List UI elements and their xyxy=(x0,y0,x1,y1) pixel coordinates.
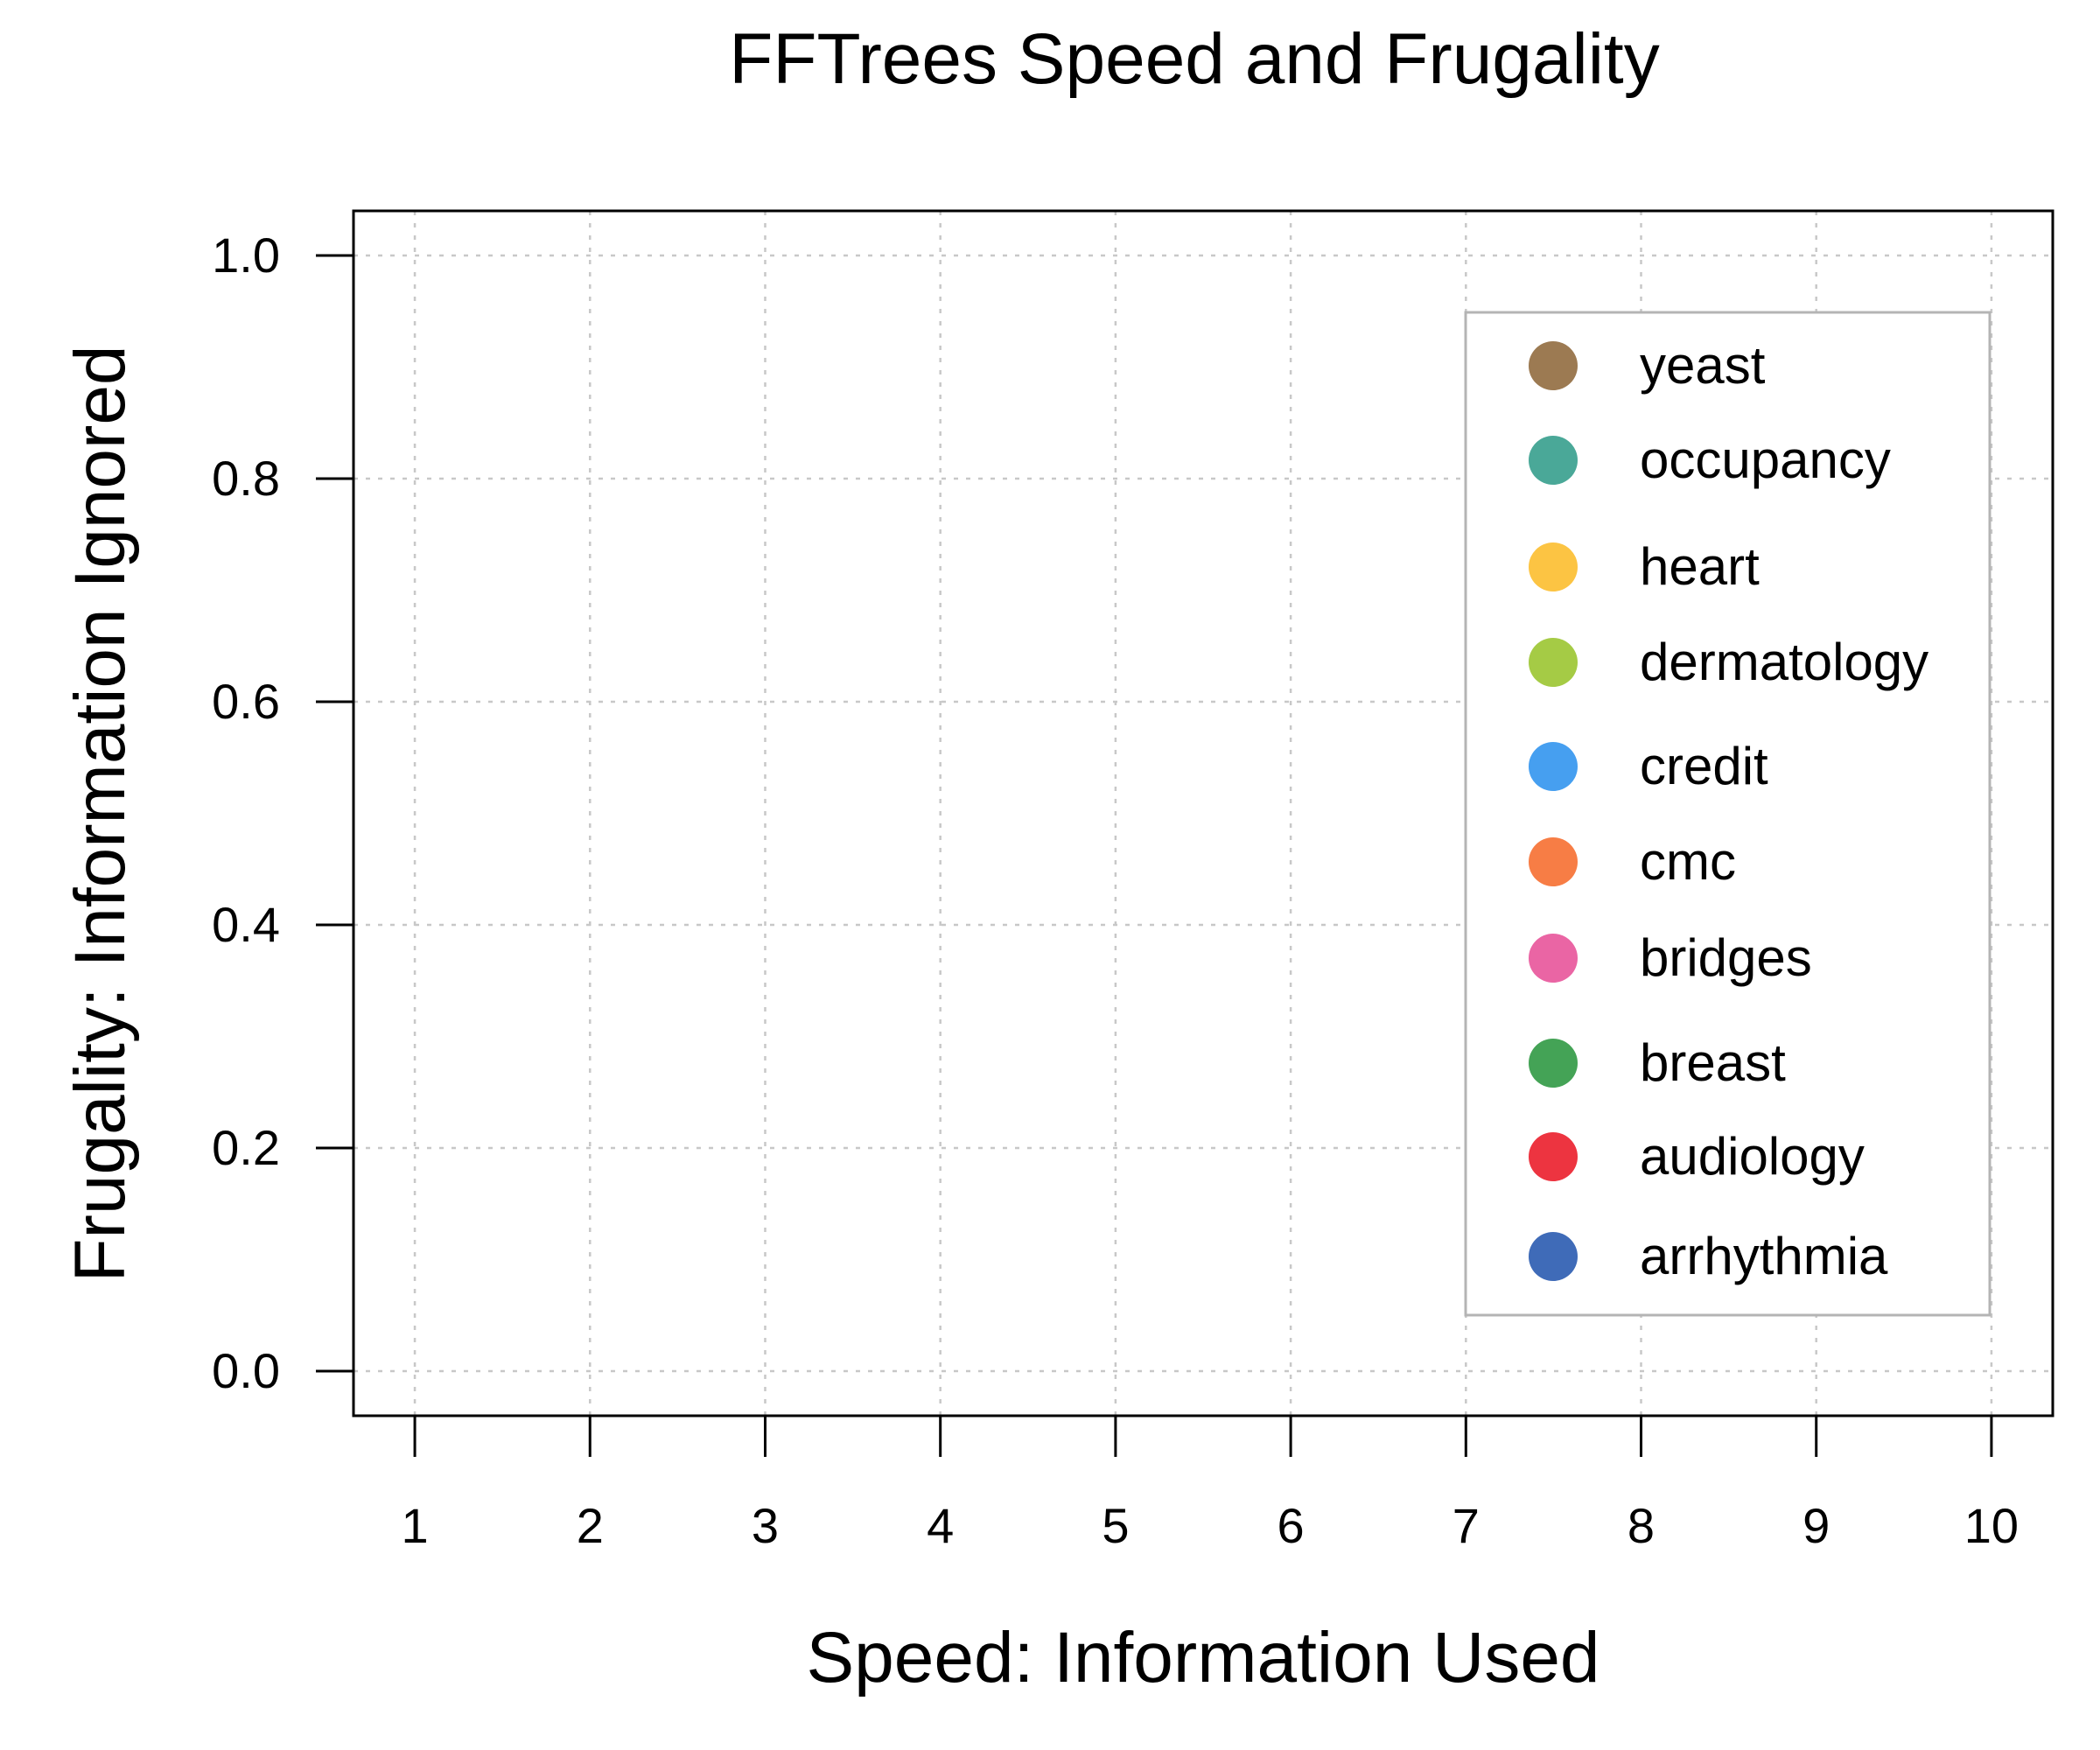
y-tick-label: 0.4 xyxy=(212,897,280,952)
x-tick-label: 7 xyxy=(1452,1498,1480,1553)
y-axis-label: Frugality: Information Ignored xyxy=(60,345,140,1282)
legend-marker xyxy=(1529,436,1578,485)
y-axis: 0.0 0.2 0.4 0.6 0.8 1.0 xyxy=(212,228,354,1398)
x-tick-label: 4 xyxy=(927,1498,954,1553)
legend-marker xyxy=(1529,1232,1578,1281)
legend-label: cmc xyxy=(1640,832,1736,891)
x-axis: 1 2 3 4 5 6 7 8 9 10 xyxy=(401,1416,2019,1553)
legend-marker xyxy=(1529,542,1578,592)
x-tick-label: 2 xyxy=(577,1498,604,1553)
legend-marker xyxy=(1529,638,1578,687)
x-tick-label: 1 xyxy=(401,1498,428,1553)
legend-marker xyxy=(1529,934,1578,983)
y-tick-label: 0.2 xyxy=(212,1120,280,1175)
x-tick-label: 10 xyxy=(1964,1498,2019,1553)
legend-marker xyxy=(1529,837,1578,886)
x-tick-label: 8 xyxy=(1628,1498,1655,1553)
y-tick-label: 0.8 xyxy=(212,451,280,506)
legend-marker xyxy=(1529,742,1578,791)
legend-label: yeast xyxy=(1640,336,1766,395)
y-tick-label: 0.6 xyxy=(212,674,280,729)
legend-label: occupancy xyxy=(1640,430,1891,489)
plot-frame xyxy=(352,209,2054,1418)
legend: yeast occupancy heart dermatology credit cmc b… xyxy=(1464,311,1992,1317)
legend-label: dermatology xyxy=(1640,633,1928,691)
y-tick-label: 0.0 xyxy=(212,1343,280,1398)
legend-label: breast xyxy=(1640,1033,1786,1092)
legend-label: arrhythmia xyxy=(1640,1227,1888,1285)
x-tick-label: 9 xyxy=(1802,1498,1830,1553)
legend-label: heart xyxy=(1640,537,1760,596)
legend-label: bridges xyxy=(1640,928,1812,987)
chart-title: FFTrees Speed and Frugality xyxy=(729,19,1659,99)
legend-label: credit xyxy=(1640,737,1768,795)
x-tick-label: 3 xyxy=(752,1498,779,1553)
x-tick-label: 6 xyxy=(1278,1498,1305,1553)
legend-label: audiology xyxy=(1640,1127,1865,1186)
x-axis-label: Speed: Information Used xyxy=(806,1618,1600,1698)
legend-marker xyxy=(1529,1039,1578,1088)
legend-marker xyxy=(1529,341,1578,390)
legend-marker xyxy=(1529,1132,1578,1181)
x-tick-label: 5 xyxy=(1102,1498,1129,1553)
y-tick-label: 1.0 xyxy=(212,228,280,283)
